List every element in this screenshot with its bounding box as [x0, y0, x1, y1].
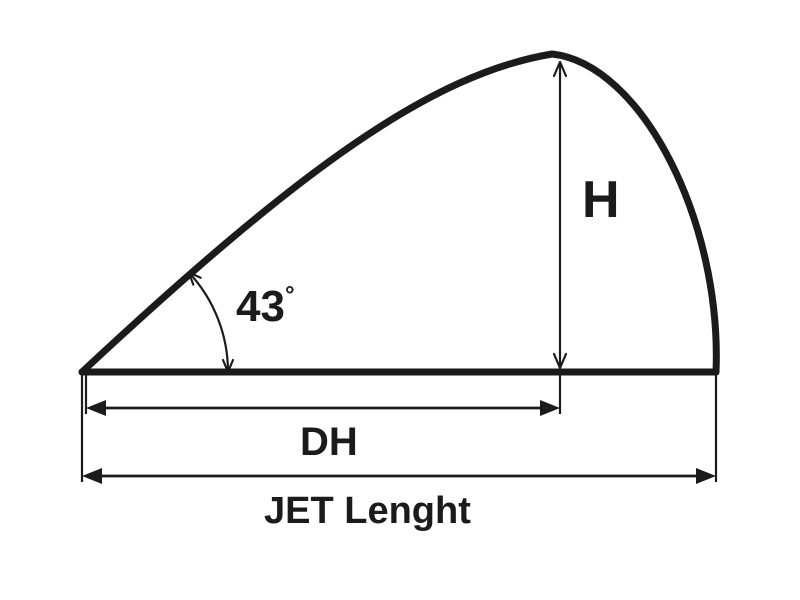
angle-degree-symbol: ° [285, 282, 295, 309]
angle-label: 43° [236, 282, 295, 332]
jet-length-label: JET Lenght [264, 490, 471, 533]
jet-trajectory-diagram: 43° H DH JET Lenght [0, 0, 800, 600]
dh-label: DH [300, 420, 358, 465]
height-label: H [582, 170, 620, 230]
angle-value: 43 [236, 282, 285, 331]
